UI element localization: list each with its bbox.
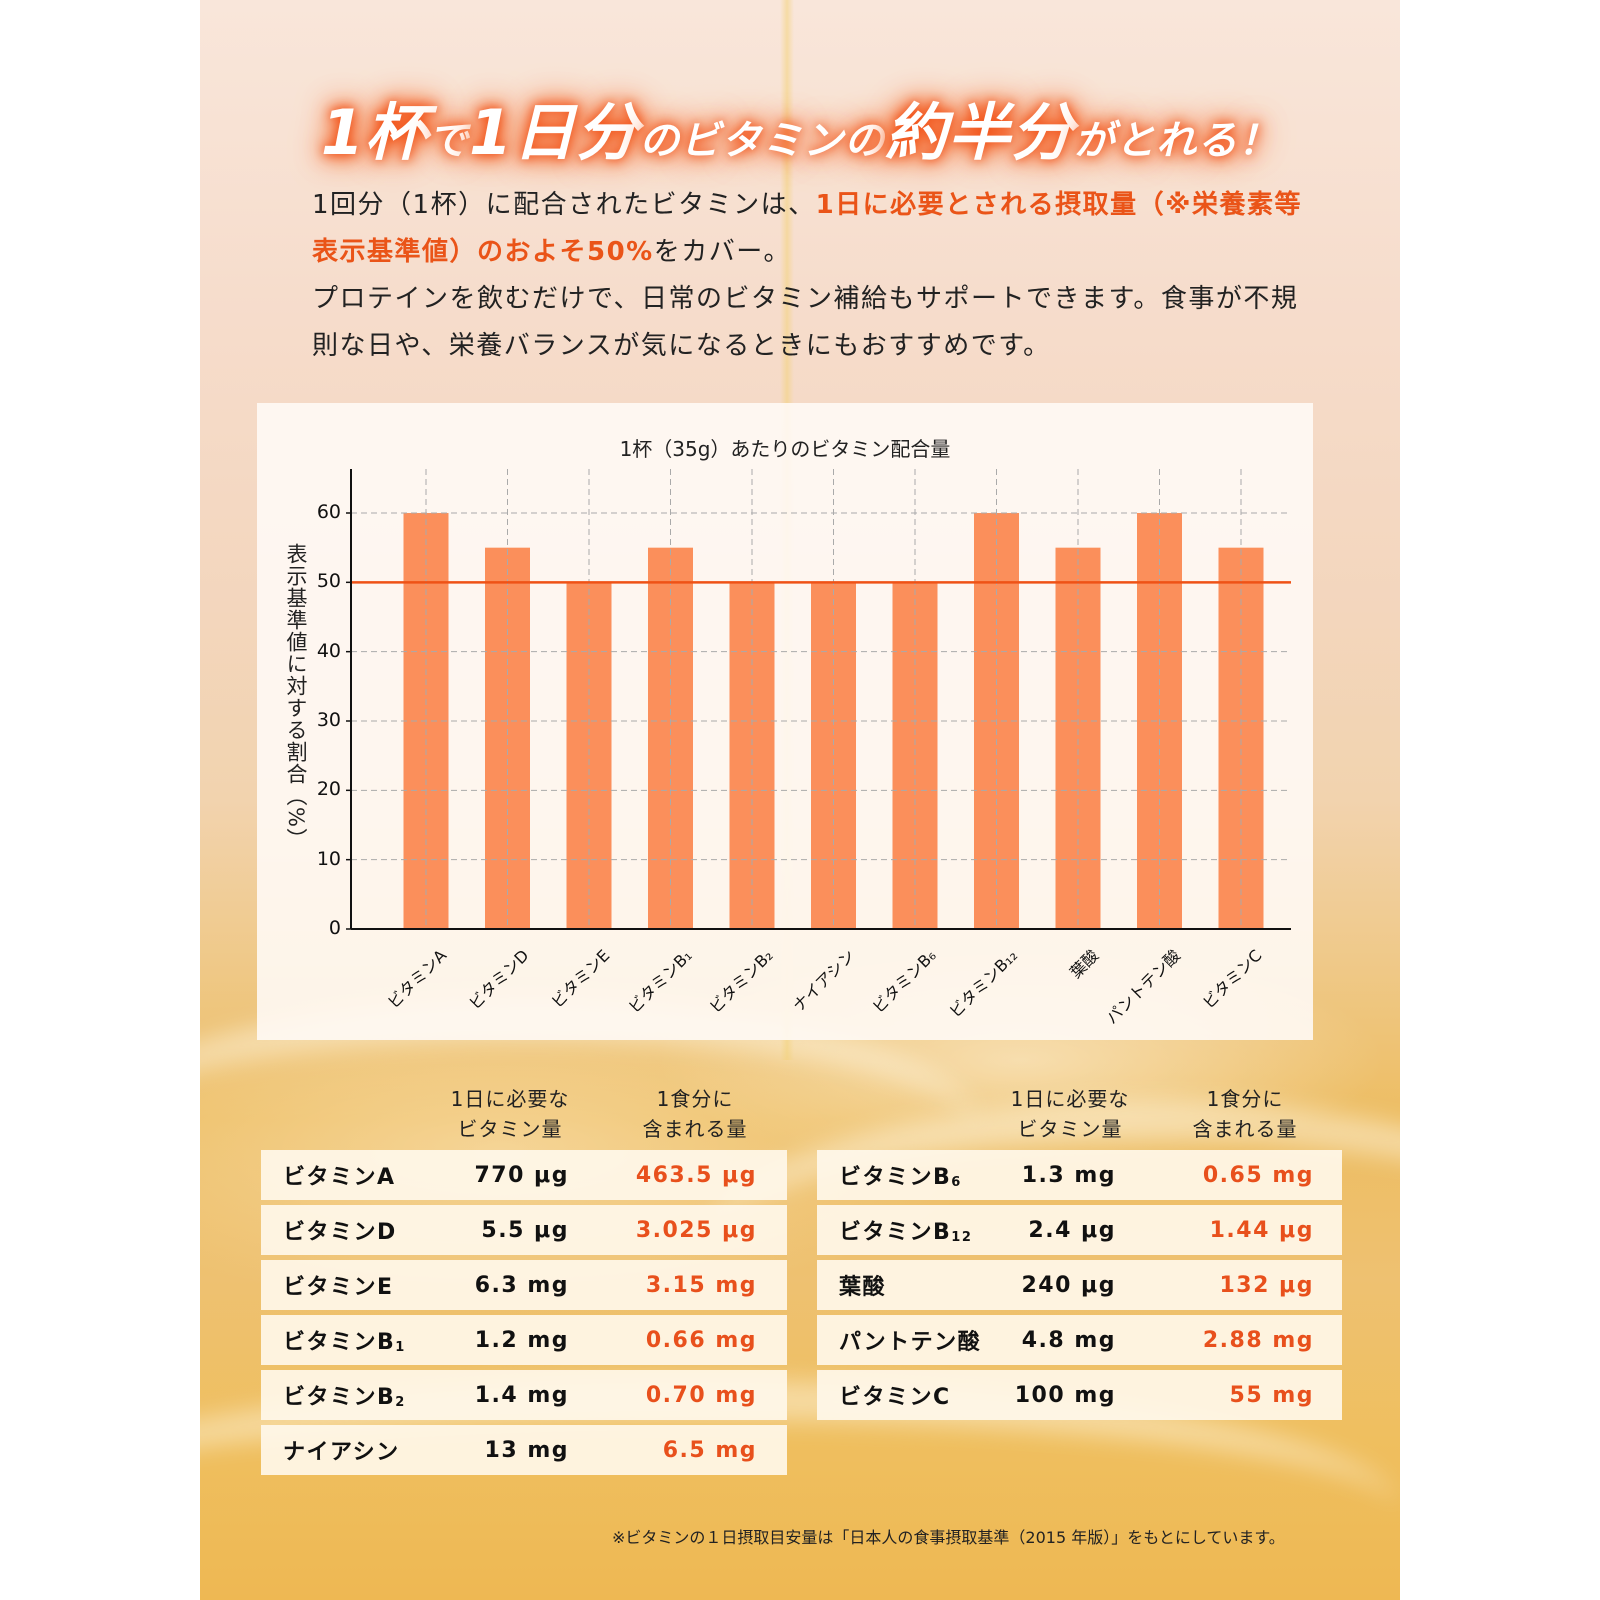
table-row: ビタミンB12 2.4 μg 1.44 μg xyxy=(817,1205,1342,1255)
intro-text-highlight: 1日に必要とされる摂取量（※栄養素等表示基準値）のおよそ50% xyxy=(312,190,1302,267)
headline-part: 約半分 xyxy=(885,96,1075,169)
vitamin-name-text: ビタミンB xyxy=(839,1220,952,1245)
table-row: ナイアシン 13 mg 6.5 mg xyxy=(261,1425,787,1475)
column-header-line: 1食分に xyxy=(656,1087,734,1111)
column-header-required: 1日に必要な ビタミン量 xyxy=(420,1084,600,1144)
vitamin-name-text: 葉酸 xyxy=(839,1275,887,1300)
table-row: ビタミンA 770 μg 463.5 μg xyxy=(261,1150,787,1200)
daily-required-amount: 2.4 μg xyxy=(1028,1217,1116,1243)
headline-part: 1日分 xyxy=(468,96,640,169)
vitamin-name: ビタミンB1 xyxy=(283,1324,406,1356)
daily-required-amount: 5.5 μg xyxy=(481,1217,569,1243)
table-row: 葉酸 240 μg 132 μg xyxy=(817,1260,1342,1310)
daily-required-amount: 240 μg xyxy=(1021,1272,1116,1298)
y-tick-label: 10 xyxy=(316,847,341,870)
headline-part: で xyxy=(427,118,469,164)
vitamin-subscript: 12 xyxy=(951,1230,973,1245)
per-serving-amount: 0.65 mg xyxy=(1202,1162,1314,1188)
intro-text-normal: 1回分（1杯）に配合されたビタミンは、 xyxy=(312,190,816,220)
table-row: パントテン酸 4.8 mg 2.88 mg xyxy=(817,1315,1342,1365)
table-row: ビタミンE 6.3 mg 3.15 mg xyxy=(261,1260,787,1310)
per-serving-amount: 6.5 mg xyxy=(662,1437,757,1463)
table-row: ビタミンC 100 mg 55 mg xyxy=(817,1370,1342,1420)
y-tick-label: 60 xyxy=(316,501,341,523)
y-tick-label: 0 xyxy=(328,917,341,939)
table-row: ビタミンB1 1.2 mg 0.66 mg xyxy=(261,1315,787,1365)
per-serving-amount: 3.15 mg xyxy=(645,1272,757,1298)
chart-card: 1杯（35g）あたりのビタミン配合量 表示基準値に対する割合（%） 0 10 20 3… xyxy=(257,403,1313,1040)
y-tick-label: 20 xyxy=(316,778,341,801)
vitamin-name: ビタミンB12 xyxy=(839,1214,972,1246)
column-header-line: 含まれる量 xyxy=(642,1117,748,1141)
vitamin-name-text: ビタミンA xyxy=(283,1165,396,1190)
per-serving-amount: 132 μg xyxy=(1219,1272,1314,1298)
vitamin-name-text: ビタミンC xyxy=(839,1385,951,1410)
vitamin-name: ビタミンC xyxy=(839,1379,951,1411)
vitamin-name: ビタミンA xyxy=(283,1159,396,1191)
vitamin-name: パントテン酸 xyxy=(839,1324,981,1356)
daily-required-amount: 1.3 mg xyxy=(1021,1162,1116,1188)
per-serving-amount: 0.70 mg xyxy=(645,1382,757,1408)
bar-chart-plot xyxy=(346,469,1291,930)
column-header-line: ビタミン量 xyxy=(1017,1117,1123,1141)
y-tick-label: 30 xyxy=(316,709,341,731)
per-serving-amount: 1.44 μg xyxy=(1209,1217,1314,1243)
intro-text: 1回分（1杯）に配合されたビタミンは、1日に必要とされる摂取量（※栄養素等表示基… xyxy=(312,182,1312,370)
vitamin-subscript: 2 xyxy=(395,1395,406,1410)
table-row: ビタミンB2 1.4 mg 0.70 mg xyxy=(261,1370,787,1420)
table-row: ビタミンD 5.5 μg 3.025 μg xyxy=(261,1205,787,1255)
column-header-required: 1日に必要な ビタミン量 xyxy=(980,1084,1160,1144)
column-header-per_serving: 1食分に含まれる量 xyxy=(605,1084,785,1144)
column-header-line: 1日に必要な xyxy=(1010,1087,1130,1111)
footnote: ※ビタミンの１日摂取目安量は「日本人の食事摂取基準（2015 年版）」をもとにし… xyxy=(612,1528,1285,1547)
per-serving-amount: 0.66 mg xyxy=(645,1327,757,1353)
y-axis-title: 表示基準値に対する割合（%） xyxy=(284,543,308,850)
per-serving-amount: 55 mg xyxy=(1229,1382,1314,1408)
vitamin-name: ビタミンD xyxy=(283,1214,397,1246)
vitamin-name-text: ナイアシン xyxy=(283,1440,400,1465)
daily-required-amount: 6.3 mg xyxy=(474,1272,569,1298)
per-serving-amount: 2.88 mg xyxy=(1202,1327,1314,1353)
vitamin-name-text: ビタミンB xyxy=(283,1385,396,1410)
column-header-line: 1日に必要な xyxy=(450,1087,570,1111)
vitamin-name: ナイアシン xyxy=(283,1434,400,1466)
y-tick-label: 50 xyxy=(316,570,341,593)
daily-required-amount: 1.2 mg xyxy=(474,1327,569,1353)
daily-required-amount: 1.4 mg xyxy=(474,1382,569,1408)
intro-paragraph-1: 1回分（1杯）に配合されたビタミンは、1日に必要とされる摂取量（※栄養素等表示基… xyxy=(312,182,1312,276)
vitamin-name-text: ビタミンD xyxy=(283,1220,397,1245)
per-serving-amount: 463.5 μg xyxy=(635,1162,757,1188)
headline-part: 1杯 xyxy=(320,96,428,169)
vitamin-name-text: ビタミンB xyxy=(839,1165,952,1190)
column-header-per_serving: 1食分に含まれる量 xyxy=(1155,1084,1335,1144)
vitamin-subscript: 6 xyxy=(951,1175,962,1190)
content-panel: 1杯で1日分のビタミンの約半分がとれる！ 1回分（1杯）に配合されたビタミンは、… xyxy=(200,0,1400,1600)
headline: 1杯で1日分のビタミンの約半分がとれる！ xyxy=(200,82,1400,172)
chart-title: 1杯（35g）あたりのビタミン配合量 xyxy=(619,437,951,461)
vitamin-name: ビタミンB6 xyxy=(839,1159,962,1191)
vitamin-name-text: ビタミンE xyxy=(283,1275,394,1300)
vitamin-subscript: 1 xyxy=(395,1340,406,1355)
daily-required-amount: 13 mg xyxy=(484,1437,569,1463)
daily-required-amount: 100 mg xyxy=(1014,1382,1116,1408)
intro-text-normal: をカバー。 xyxy=(653,237,791,267)
table-row: ビタミンB6 1.3 mg 0.65 mg xyxy=(817,1150,1342,1200)
vitamin-name-text: ビタミンB xyxy=(283,1330,396,1355)
vitamin-name-text: パントテン酸 xyxy=(839,1330,982,1355)
column-header-line: 含まれる量 xyxy=(1192,1117,1298,1141)
daily-required-amount: 770 μg xyxy=(474,1162,569,1188)
intro-paragraph-2: プロテインを飲むだけで、日常のビタミン補給もサポートできます。食事が不規則な日や… xyxy=(312,284,1299,361)
per-serving-amount: 3.025 μg xyxy=(635,1217,757,1243)
headline-part: のビタミンの xyxy=(639,118,886,164)
column-header-line: 1食分に xyxy=(1206,1087,1284,1111)
vitamin-name: 葉酸 xyxy=(839,1269,886,1301)
column-header-line: ビタミン量 xyxy=(457,1117,563,1141)
vitamin-name: ビタミンE xyxy=(283,1269,394,1301)
vitamin-name: ビタミンB2 xyxy=(283,1379,406,1411)
y-tick-label: 40 xyxy=(316,639,341,662)
daily-required-amount: 4.8 mg xyxy=(1021,1327,1116,1353)
headline-part: がとれる！ xyxy=(1074,118,1280,164)
